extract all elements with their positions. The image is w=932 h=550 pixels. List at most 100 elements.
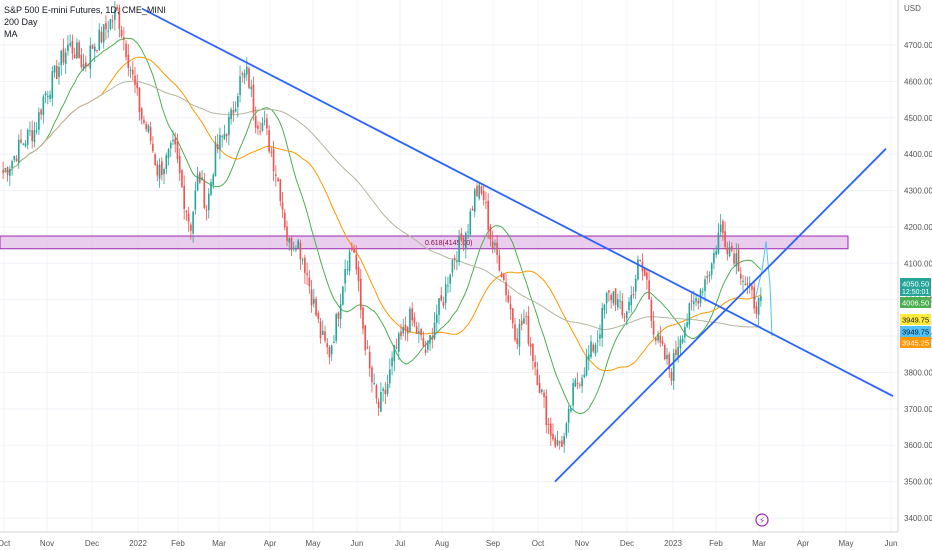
candle-body — [590, 341, 592, 358]
candle-body — [125, 43, 127, 58]
candle-body — [96, 50, 98, 52]
moving-averages — [2, 37, 773, 415]
x-tick-label: Jun — [885, 539, 898, 548]
candle-body — [547, 423, 550, 425]
candle-body — [406, 327, 409, 334]
candle-body — [178, 156, 181, 174]
candle-body — [53, 65, 56, 73]
x-tick-label: Feb — [171, 539, 185, 548]
candle-body — [11, 161, 13, 169]
candle-body — [427, 341, 429, 350]
candle-body — [129, 70, 132, 72]
trend-lines[interactable] — [141, 7, 894, 483]
candle-body — [330, 345, 333, 355]
x-tick-label: Apr — [264, 539, 277, 548]
candle-body — [199, 172, 201, 183]
trend-line-ascending — [554, 148, 887, 483]
candle-body — [35, 130, 38, 132]
candle-body — [333, 341, 335, 344]
candle-body — [366, 347, 369, 349]
candle-body — [290, 237, 293, 251]
candle-body — [413, 317, 416, 324]
candle-body — [465, 233, 467, 250]
candle-body — [496, 242, 498, 256]
x-tick-label: Feb — [709, 539, 723, 548]
candle-body — [2, 170, 4, 173]
candle-body — [523, 318, 525, 324]
candle-body — [505, 282, 507, 296]
x-tick-label: Mar — [752, 539, 766, 548]
candle-body — [719, 224, 722, 233]
candle-body — [456, 261, 458, 263]
candle-body — [623, 316, 626, 318]
candle-body — [684, 327, 686, 338]
x-tick-label: Aug — [435, 539, 449, 548]
candle-body — [216, 144, 219, 149]
candle-body — [681, 338, 684, 343]
candle-body — [257, 125, 259, 129]
candle-body — [245, 66, 248, 75]
price-label-value: 3949.75 — [902, 328, 929, 337]
x-tick-label: Jun — [351, 539, 364, 548]
candle-body — [605, 292, 608, 304]
candle-body — [480, 186, 483, 194]
candle-body — [80, 54, 83, 67]
candle-body — [679, 339, 682, 348]
candle-body — [317, 312, 320, 320]
candle-body — [415, 326, 418, 334]
candle-body — [509, 304, 512, 310]
candle-body — [527, 315, 530, 344]
candle-body — [20, 139, 22, 143]
candle-body — [500, 273, 503, 278]
ma-200-label[interactable]: 200 Day — [4, 17, 38, 27]
candle-body — [371, 367, 373, 383]
ma-label[interactable]: MA — [4, 29, 18, 39]
candle-body — [47, 95, 49, 97]
y-tick-label: 4300.00 — [904, 187, 932, 196]
candle-body — [24, 143, 27, 147]
price-axis[interactable]: 3400.003500.003600.003700.003800.003900.… — [897, 0, 932, 532]
candle-body — [686, 322, 688, 327]
candle-body — [89, 45, 92, 69]
candle-body — [111, 20, 114, 22]
candle-body — [570, 408, 572, 412]
candle-body — [326, 343, 329, 348]
candle-body — [710, 263, 713, 275]
candle-body — [281, 202, 284, 210]
candle-body — [567, 408, 570, 423]
candle-body — [185, 210, 188, 213]
candle-body — [85, 62, 87, 68]
candle-body — [661, 340, 664, 344]
candle-body — [9, 168, 11, 176]
candle-body — [717, 232, 720, 254]
candle-body — [98, 29, 101, 50]
candle-body — [71, 40, 74, 54]
candle-body — [6, 167, 9, 175]
candle-body — [301, 259, 304, 261]
candle-body — [266, 118, 268, 129]
price-label-value: 3945.25 — [902, 339, 929, 348]
candle-body — [29, 130, 31, 132]
time-axis[interactable]: Oct Nov Dec 2022 Feb Mar Apr May Jun Jul Aug Sep Oct… — [0, 531, 898, 548]
candle-body — [536, 369, 539, 386]
candle-body — [355, 254, 358, 270]
candle-body — [594, 344, 597, 354]
candle-body — [592, 344, 595, 352]
symbol-title[interactable]: S&P 500 E-mini Futures, 1D, CME_MINI — [4, 5, 166, 15]
candle-body — [299, 242, 302, 260]
candle-body — [375, 385, 378, 399]
candle-body — [634, 278, 637, 292]
candle-body — [489, 226, 492, 240]
y-tick-label: 4500.00 — [904, 114, 932, 123]
projection-path — [754, 241, 773, 337]
candle-body — [697, 300, 700, 304]
candle-body — [556, 439, 559, 446]
candle-body — [13, 155, 16, 160]
candle-body — [391, 357, 393, 367]
candle-body — [172, 139, 174, 142]
y-tick-label: 3400.00 — [904, 514, 932, 523]
candle-body — [715, 250, 717, 255]
candle-body — [460, 233, 463, 241]
